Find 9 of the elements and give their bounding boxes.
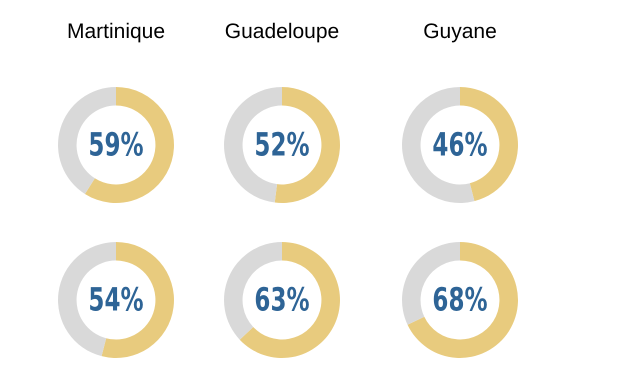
data-label: 54% [88,280,144,318]
chart-title: Martinique [66,20,166,44]
data-label: 59% [88,125,144,164]
data-label: 46% [432,125,488,164]
data-label: 52% [254,125,310,164]
chart-title: Guadeloupe [224,20,340,44]
chart-title: Guyane [422,20,498,44]
data-label: 68% [432,280,488,318]
data-label: 63% [254,280,310,318]
